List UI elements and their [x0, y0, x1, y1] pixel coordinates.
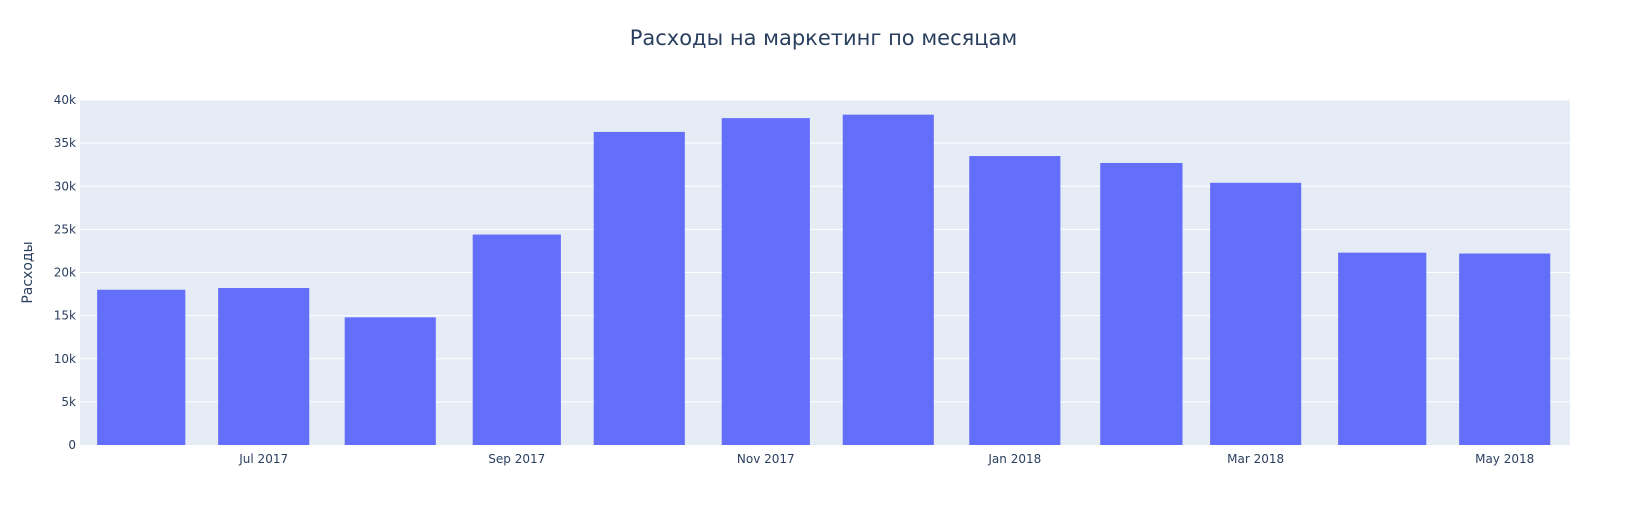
chart-title: Расходы на маркетинг по месяцам	[629, 26, 1018, 50]
bar-2018-01	[969, 156, 1061, 445]
bar-2017-07	[218, 288, 310, 445]
x-axis-ticks: Jul 2017 Sep 2017 Nov 2017 Jan 2018 Mar 2018…	[238, 452, 1534, 466]
x-tick-label: Nov 2017	[737, 452, 795, 466]
y-tick-label: 25k	[54, 222, 76, 236]
y-tick-label: 0	[68, 438, 76, 452]
bar-2017-08	[344, 317, 436, 445]
bar-2018-04	[1338, 252, 1427, 445]
bar-2018-05	[1459, 253, 1551, 445]
x-tick-label: Mar 2018	[1227, 452, 1284, 466]
x-tick-label: Jul 2017	[238, 452, 288, 466]
bar-2017-09	[472, 234, 561, 445]
y-tick-label: 15k	[54, 309, 76, 323]
y-axis-ticks: 0 5k 10k 15k 20k 25k 30k 35k 40k	[54, 93, 76, 452]
bar-2017-10	[593, 131, 685, 445]
y-tick-label: 30k	[54, 179, 76, 193]
y-tick-label: 5k	[61, 395, 76, 409]
y-axis-title: Расходы	[20, 241, 36, 303]
y-tick-label: 35k	[54, 136, 76, 150]
bar-2017-06	[97, 289, 186, 445]
x-tick-label: Jan 2018	[987, 452, 1041, 466]
bar-2018-02	[1100, 162, 1183, 445]
y-tick-label: 20k	[54, 266, 76, 280]
y-tick-label: 40k	[54, 93, 76, 107]
grid-lines	[80, 99, 1570, 403]
x-tick-label: Sep 2017	[488, 452, 545, 466]
y-tick-label: 10k	[54, 352, 76, 366]
x-tick-label: May 2018	[1475, 452, 1534, 466]
bars	[97, 114, 1551, 446]
bar-2017-11	[721, 118, 810, 446]
bar-2017-12	[842, 114, 934, 445]
bar-2018-03	[1210, 182, 1302, 446]
